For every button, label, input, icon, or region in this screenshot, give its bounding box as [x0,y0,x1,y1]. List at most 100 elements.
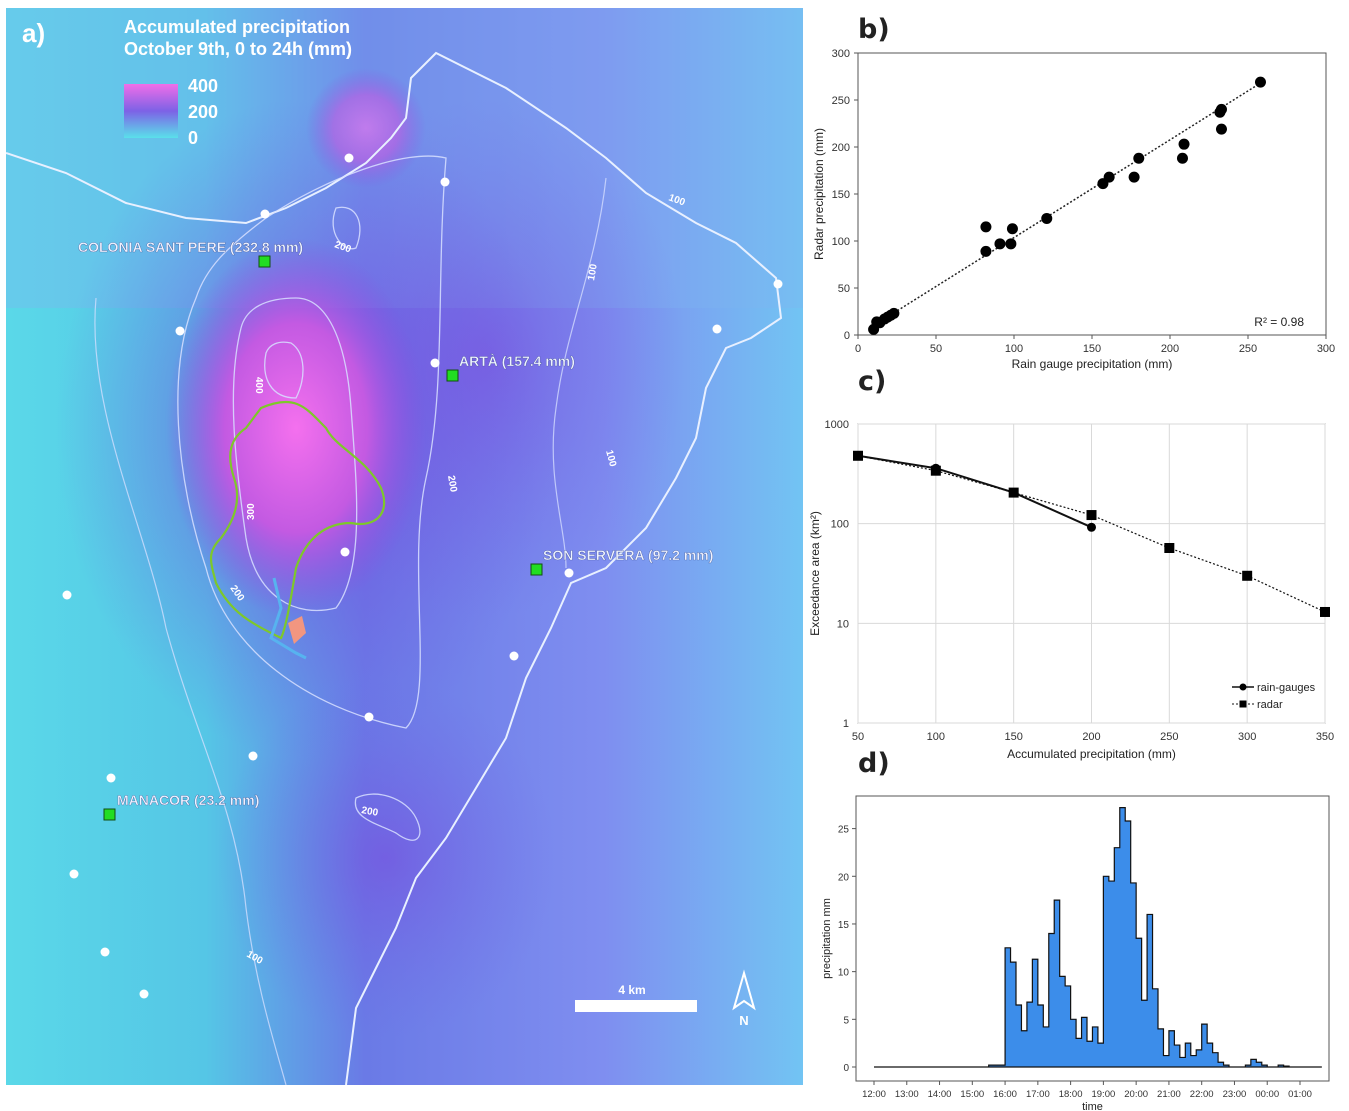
contour-200 [177,155,447,729]
legend-tick-0: 0 [188,128,198,148]
y-tick-label: 15 [838,920,850,931]
y-axis-label: Radar precipitation (mm) [812,128,826,260]
marker-radar [853,450,863,461]
contour-label: 200 [445,475,459,494]
x-tick-label: 13:00 [895,1089,919,1100]
marker-rain-gauges [1087,522,1096,532]
data-point [1103,171,1115,183]
legend-colorbar [124,84,178,138]
x-tick-label: 200 [1161,343,1179,355]
y-tick-label: 0 [844,330,850,342]
y-tick-label: 25 [838,825,850,836]
x-tick-label: 150 [1083,343,1101,355]
legend-marker-rain-gauges [1239,683,1247,691]
catchment-boundary [209,400,386,640]
legend-marker-radar [1239,700,1247,708]
data-point [888,307,900,319]
station-label-colonia-sant-pere: COLONIA SANT PERE (232.8 mm) [78,239,303,255]
station-label-arta: ARTÀ (157.4 mm) [459,353,575,369]
x-tick-label: 21:00 [1157,1089,1181,1100]
series-line-rain-gauges [857,454,1092,529]
r-squared-annotation: R² = 0.98 [1254,315,1304,329]
y-tick-label: 100 [832,236,850,248]
x-tick-label: 17:00 [1026,1089,1050,1100]
rain-gauge-dots [62,153,783,999]
map-title-line2: October 9th, 0 to 24h (mm) [124,39,352,59]
marker-radar [930,465,941,476]
x-tick-label: 100 [927,731,945,743]
x-tick-label: 01:00 [1288,1089,1312,1100]
station-markers [103,255,543,821]
panel-b-letter: b) [858,14,890,45]
x-tick-label: 15:00 [960,1089,984,1100]
north-arrow-icon [732,969,756,1011]
marker-radar [1008,487,1019,498]
legend-label-rain-gauges: rain-gauges [1257,682,1316,694]
plot-frame [857,52,1327,336]
marker-radar [1320,606,1330,617]
x-tick-label: 200 [1082,731,1100,743]
legend-tick-400: 400 [188,76,218,96]
y-tick-label: 1000 [825,419,849,431]
map-title-line1: Accumulated precipitation [124,17,350,37]
x-tick-label: 150 [1004,731,1022,743]
contour-400 [264,341,304,399]
x-tick-label: 0 [855,343,861,355]
y-tick-label: 20 [838,872,850,883]
trend-line [873,82,1261,327]
map-svg: COLONIA SANT PERE (232.8 mm) ARTÀ (157.4… [6,8,803,1085]
data-point [1215,123,1227,135]
x-tick-label: 50 [852,731,864,743]
station-label-manacor: MANACOR (23.2 mm) [117,792,259,808]
x-tick-label: 14:00 [928,1089,952,1100]
x-tick-label: 18:00 [1059,1089,1083,1100]
hyetograph-chart: 0 5 10 15 20 25 12:00 13:00 14:00 15:00 16:00 17:00… [821,795,1330,1111]
data-point [980,245,992,257]
y-tick-label: 0 [843,1063,849,1074]
x-tick-label: 00:00 [1255,1089,1279,1100]
precipitation-map: COLONIA SANT PERE (232.8 mm) ARTÀ (157.4… [6,8,803,1085]
coastline [6,51,783,1085]
data-point [980,221,992,233]
y-tick-label: 200 [832,142,850,154]
y-tick-label: 300 [832,48,850,60]
y-axis-label: Exceedance area (km²) [808,511,822,636]
contour-100-west [94,297,287,1085]
x-tick-label: 16:00 [993,1089,1017,1100]
contour-label: 100 [586,263,600,282]
exceedance-chart: 50 100 150 200 250 300 350 1 10 100 1000 Accumulate… [808,419,1334,761]
contour-label: 300 [246,503,257,520]
data-point [1178,138,1190,150]
x-tick-label: 22:00 [1190,1089,1214,1100]
y-tick-label: 50 [838,283,850,295]
contour-300 [232,297,358,612]
contour-200-south [354,793,421,841]
panel-a-letter: a) [22,18,45,48]
x-tick-label: 100 [1005,343,1023,355]
marker-radar [1164,542,1175,553]
x-axis-label: Rain gauge precipitation (mm) [1012,357,1173,371]
y-tick-label: 100 [831,519,849,531]
x-tick-label: 19:00 [1091,1089,1115,1100]
contour-100-east [552,177,607,569]
panel-c-letter: c) [858,366,887,397]
contour-label: 100 [603,449,618,468]
data-point [1041,212,1053,224]
data-point [1254,76,1266,88]
town-area [288,616,306,644]
x-tick-label: 250 [1160,731,1178,743]
plot-frame [855,795,1330,1082]
data-point [1133,152,1145,164]
x-tick-label: 20:00 [1124,1089,1148,1100]
x-tick-label: 12:00 [862,1089,886,1100]
x-tick-label: 300 [1238,731,1256,743]
y-axis-label: precipitation mm [821,898,833,979]
contour-label: 200 [360,805,379,819]
contour-label: 400 [253,377,264,394]
x-tick-label: 23:00 [1223,1089,1247,1100]
contour-200-north [332,206,361,250]
legend-tick-200: 200 [188,102,218,122]
x-tick-label: 300 [1317,343,1335,355]
panel-d-letter: d) [858,748,890,779]
data-point [1006,223,1018,235]
